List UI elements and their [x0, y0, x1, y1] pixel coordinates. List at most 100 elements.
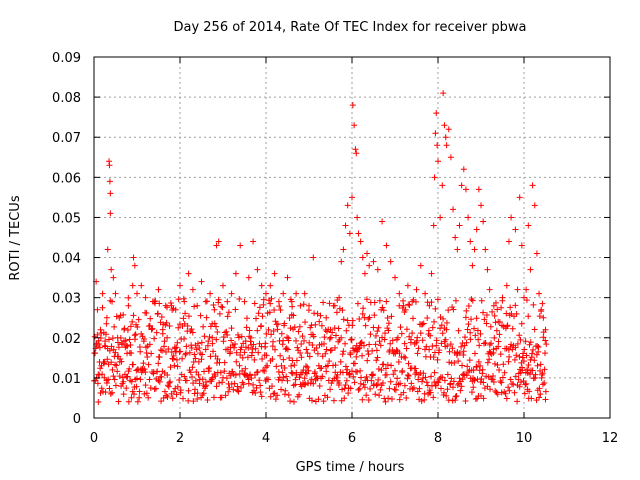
data-point: [440, 90, 447, 97]
data-point: [471, 246, 478, 253]
data-point: [254, 266, 261, 273]
data-point: [353, 150, 360, 157]
data-point: [195, 358, 202, 365]
data-point: [400, 302, 407, 309]
data-point: [290, 398, 297, 405]
data-point: [338, 334, 345, 341]
data-point: [314, 310, 321, 317]
data-point: [232, 270, 239, 277]
data-point: [381, 336, 388, 343]
data-point: [200, 390, 207, 397]
data-point: [522, 381, 529, 388]
data-point: [198, 339, 205, 346]
data-point: [152, 385, 159, 392]
data-point: [318, 322, 325, 329]
data-point: [173, 344, 180, 351]
data-point: [269, 356, 276, 363]
data-point: [455, 358, 462, 365]
data-point: [471, 350, 478, 357]
data-point: [465, 303, 472, 310]
data-point: [143, 390, 150, 397]
data-point: [301, 375, 308, 382]
data-point: [215, 296, 222, 303]
data-point: [97, 365, 104, 372]
data-point: [200, 323, 207, 330]
data-point: [231, 380, 238, 387]
data-point: [246, 327, 253, 334]
data-point: [383, 242, 390, 249]
data-point: [403, 326, 410, 333]
data-point: [106, 178, 113, 185]
data-point: [253, 315, 260, 322]
y-axis-label: ROTI / TECUs: [8, 195, 23, 280]
data-point: [170, 355, 177, 362]
data-point: [364, 250, 371, 257]
data-point: [177, 282, 183, 289]
data-point: [396, 290, 403, 297]
data-point: [342, 363, 349, 370]
data-point: [324, 362, 331, 369]
data-point: [455, 327, 462, 334]
data-point: [493, 327, 500, 334]
data-point: [341, 395, 348, 402]
data-point: [484, 359, 491, 366]
data-point: [448, 375, 455, 382]
data-point: [489, 372, 496, 379]
data-point: [218, 303, 225, 310]
data-point: [101, 342, 108, 349]
data-point: [190, 398, 197, 405]
data-point: [512, 344, 519, 351]
data-point: [247, 371, 254, 378]
data-point: [223, 375, 230, 382]
data-point: [395, 359, 402, 366]
data-point: [342, 222, 349, 229]
data-point: [511, 356, 518, 363]
data-point: [97, 389, 104, 396]
data-point: [194, 302, 201, 309]
data-point: [522, 338, 529, 345]
y-tick-label: 0.04: [52, 252, 81, 267]
data-point: [116, 358, 123, 365]
data-point: [231, 341, 238, 348]
data-point: [536, 290, 543, 297]
data-point: [379, 304, 386, 311]
data-point: [497, 351, 504, 358]
data-point: [224, 298, 231, 305]
data-point: [352, 146, 359, 153]
data-point: [388, 313, 395, 320]
data-point: [211, 306, 218, 313]
data-point: [161, 338, 168, 345]
data-point: [182, 310, 189, 317]
data-point: [490, 302, 497, 309]
data-point: [315, 396, 322, 403]
data-point: [121, 326, 128, 333]
data-point: [344, 202, 351, 209]
data-point: [465, 214, 472, 221]
data-point: [417, 330, 424, 337]
data-point: [359, 254, 366, 261]
data-point: [130, 361, 137, 368]
data-point: [335, 325, 342, 332]
data-point: [532, 371, 539, 378]
data-point: [495, 338, 502, 345]
data-point: [389, 337, 396, 344]
data-point: [132, 331, 139, 338]
data-point: [120, 378, 127, 385]
data-point: [113, 362, 120, 369]
data-point: [354, 368, 361, 375]
data-point: [278, 330, 285, 337]
data-point: [219, 379, 226, 386]
data-point: [359, 396, 366, 403]
data-point: [491, 334, 498, 341]
data-point: [513, 352, 520, 359]
data-point: [267, 282, 274, 289]
data-point: [207, 323, 214, 330]
data-point: [259, 355, 266, 362]
data-point: [256, 304, 263, 311]
data-point: [109, 389, 116, 396]
data-point: [221, 368, 228, 375]
data-point: [460, 166, 467, 173]
data-point: [382, 398, 389, 405]
data-point: [137, 348, 144, 355]
data-point: [494, 361, 501, 368]
